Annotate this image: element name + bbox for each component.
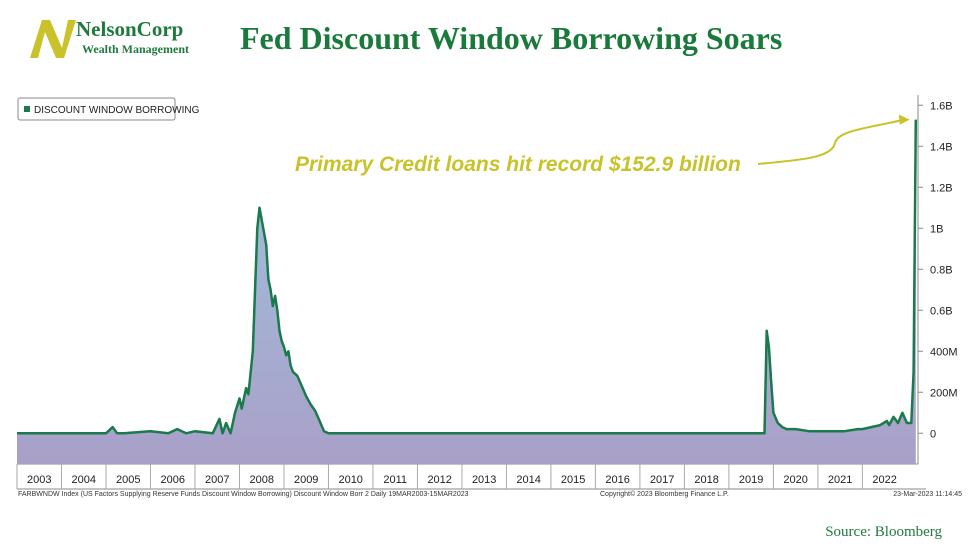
y-tick-label: 1.2B — [930, 182, 953, 194]
x-tick-label: 2015 — [561, 474, 585, 486]
footer-index-note: FARBWNDW Index (US Factors Supplying Res… — [18, 491, 469, 498]
legend-box — [17, 97, 176, 121]
x-tick-label: 2020 — [783, 474, 807, 486]
x-tick-label: 2007 — [205, 474, 229, 486]
series-line — [17, 119, 918, 435]
x-tick-label: 2003 — [27, 474, 51, 486]
x-tick-label: 2008 — [249, 474, 273, 486]
y-tick-label: 1.4B — [930, 141, 953, 153]
y-tick-label: 0.6B — [930, 305, 953, 317]
x-tick-label: 2022 — [872, 474, 896, 486]
x-tick-label: 2011 — [383, 474, 407, 486]
logo-mark-icon — [30, 20, 76, 58]
legend-label: DISCOUNT WINDOW BORROWING — [34, 105, 200, 116]
y-tick-label: 0 — [930, 428, 936, 440]
x-tick-label: 2009 — [294, 474, 318, 486]
x-tick-label: 2012 — [427, 474, 451, 486]
brand-subtitle: Wealth Management — [82, 42, 189, 56]
x-tick-label: 2016 — [605, 474, 629, 486]
y-tick-label: 1B — [930, 223, 943, 235]
y-tick-label: 200M — [930, 387, 958, 399]
legend-swatch — [24, 106, 30, 112]
annotation-text: Primary Credit loans hit record $152.9 b… — [295, 153, 741, 176]
x-tick-label: 2021 — [828, 474, 852, 486]
x-tick-label: 2014 — [516, 474, 540, 486]
x-tick-label: 2006 — [160, 474, 184, 486]
brand-name: NelsonCorp — [76, 17, 184, 41]
annotation-arrowhead — [898, 114, 910, 125]
x-tick-label: 2017 — [650, 474, 674, 486]
nelsoncorp-logo — [28, 14, 198, 62]
y-tick-label: 1.6B — [930, 100, 953, 112]
annotation-arrow — [757, 118, 905, 165]
y-tick-label: 0.8B — [930, 264, 953, 276]
source-note: Source: Bloomberg — [825, 524, 942, 540]
page-title: Fed Discount Window Borrowing Soars — [240, 20, 783, 56]
x-tick-label: 2010 — [338, 474, 362, 486]
x-tick-label: 2013 — [472, 474, 496, 486]
x-tick-label: 2005 — [116, 474, 140, 486]
x-tick-label: 2004 — [71, 474, 95, 486]
x-tick-label: 2018 — [694, 474, 718, 486]
x-tick-label: 2019 — [739, 474, 763, 486]
y-tick-label: 400M — [930, 346, 958, 358]
footer-timestamp: 23-Mar-2023 11:14:45 — [893, 491, 962, 498]
footer-copyright: Copyright© 2023 Bloomberg Finance L.P. — [600, 490, 729, 498]
